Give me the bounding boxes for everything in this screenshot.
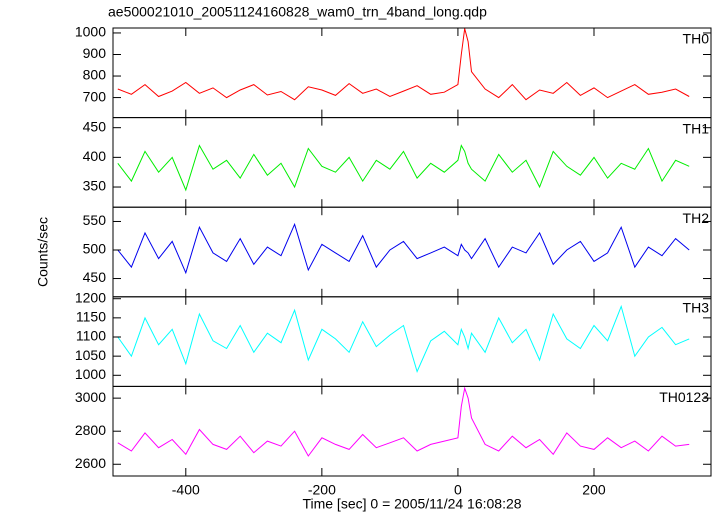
x-tick-label: -400 [172,482,200,498]
y-tick-label: 3000 [75,389,106,405]
panel-label: TH0 [683,31,710,47]
series-line [117,386,690,457]
x-tick-label: 200 [582,482,606,498]
y-tick-label: 1150 [76,309,106,325]
panel-label: TH2 [683,210,710,226]
x-tick-label: 0 [454,482,462,498]
y-tick-label: 350 [83,178,107,194]
y-tick-label: 450 [83,118,107,134]
y-tick-label: 500 [83,241,107,257]
y-tick-label: 550 [83,212,107,228]
y-tick-label: 900 [83,45,107,61]
y-tick-label: 400 [83,148,107,164]
y-tick-label: 450 [83,269,107,285]
series-line [117,222,690,275]
panel-label: TH3 [683,300,710,316]
chart-title: ae500021010_20051124160828_wam0_trn_4ban… [108,4,487,20]
series-line [117,144,690,192]
y-tick-label: 2600 [75,455,106,471]
panel-frame [112,296,712,387]
y-tick-label: 1100 [76,328,106,344]
panel-frame [112,27,712,119]
panel-label: TH1 [683,120,710,136]
y-tick-label: 1050 [75,347,106,363]
x-axis-label: Time [sec] 0 = 2005/11/24 16:08:28 [302,496,521,512]
y-tick-label: 1200 [75,289,106,305]
y-axis-label: Counts/sec [35,217,51,287]
y-tick-label: 2800 [75,422,106,438]
series-line [117,304,690,373]
x-tick-label: -200 [308,482,336,498]
y-tick-label: 800 [83,67,107,83]
y-tick-label: 1000 [75,24,106,40]
panel-frame [112,385,712,477]
panel-frame [112,117,712,208]
y-tick-label: 700 [83,88,107,104]
panel-label: TH0123 [659,389,709,405]
y-tick-label: 1000 [75,366,106,382]
series-line [117,28,690,101]
